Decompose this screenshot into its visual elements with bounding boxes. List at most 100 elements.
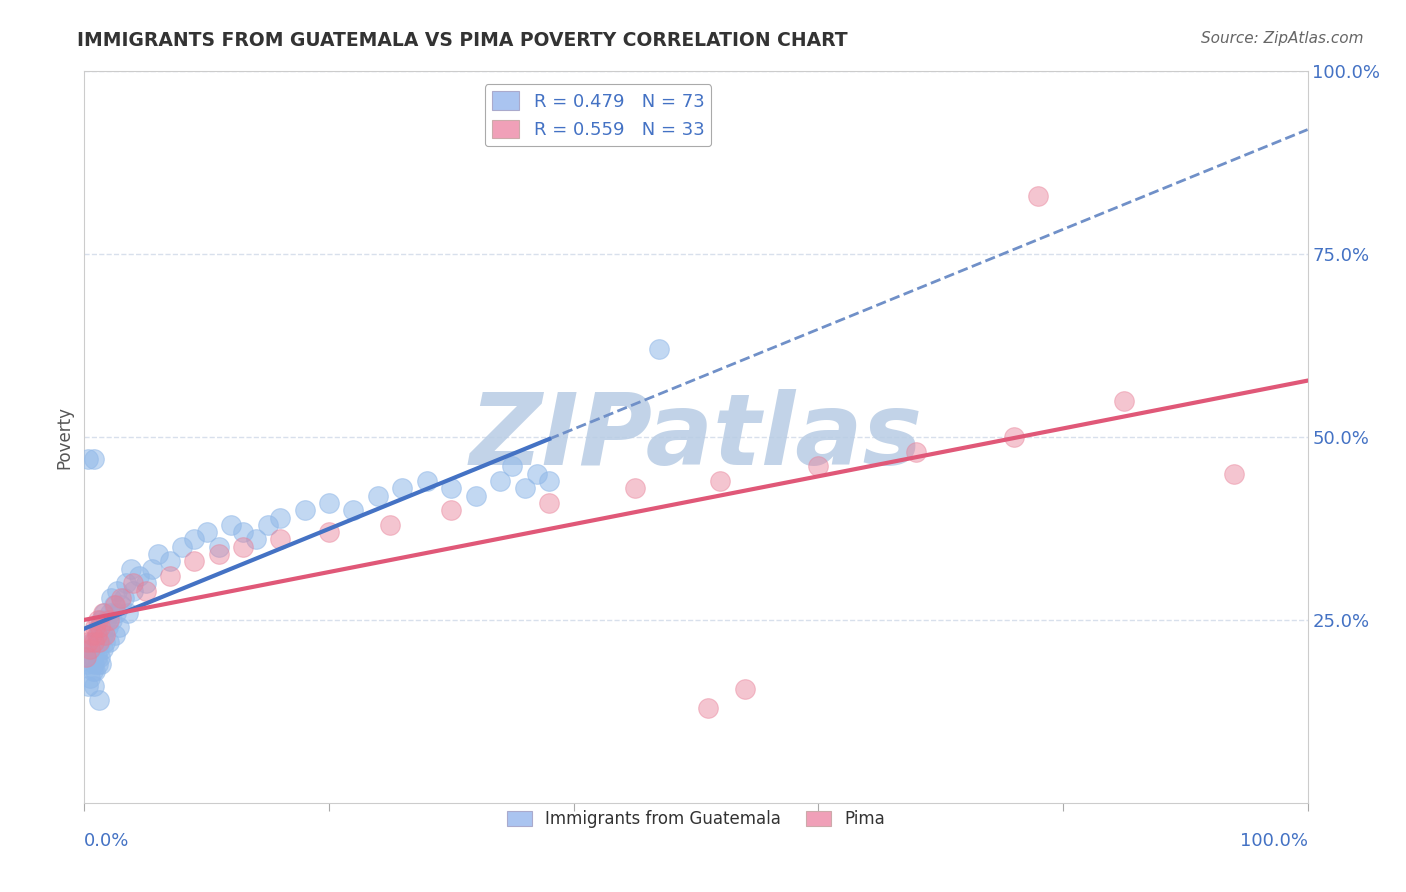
Point <box>77 679 100 693</box>
Point <box>77 452 100 467</box>
Point <box>93 606 115 620</box>
Point <box>97 635 120 649</box>
Point <box>141 562 163 576</box>
Point <box>84 642 107 657</box>
Point <box>464 489 486 503</box>
Point <box>84 664 107 678</box>
Point <box>905 444 928 458</box>
Point <box>1114 393 1136 408</box>
Point <box>440 481 463 495</box>
Point <box>104 627 127 641</box>
Point <box>135 583 157 598</box>
Point <box>83 452 105 467</box>
Point <box>440 503 463 517</box>
Point <box>172 540 194 554</box>
Point <box>807 459 830 474</box>
Point <box>97 613 120 627</box>
Text: Source: ZipAtlas.com: Source: ZipAtlas.com <box>1201 31 1364 46</box>
Point <box>380 517 402 532</box>
Point <box>77 649 100 664</box>
Point <box>91 642 114 657</box>
Y-axis label: Poverty: Poverty <box>55 406 73 468</box>
Point <box>83 657 105 671</box>
Point <box>91 606 114 620</box>
Point <box>159 554 181 568</box>
Point <box>110 599 132 613</box>
Point <box>367 489 389 503</box>
Point <box>624 481 647 495</box>
Point <box>183 554 205 568</box>
Point <box>146 547 169 561</box>
Point <box>318 496 340 510</box>
Point <box>159 569 181 583</box>
Point <box>245 533 267 547</box>
Point <box>77 635 100 649</box>
Point <box>82 664 104 678</box>
Point <box>87 613 110 627</box>
Point <box>117 606 139 620</box>
Point <box>232 525 254 540</box>
Point <box>538 496 561 510</box>
Point <box>98 606 121 620</box>
Point <box>90 613 112 627</box>
Point <box>269 510 291 524</box>
Point <box>648 343 671 357</box>
Point <box>87 635 110 649</box>
Point <box>79 642 101 657</box>
Text: 100.0%: 100.0% <box>1240 832 1308 850</box>
Point <box>87 657 110 671</box>
Point <box>94 635 117 649</box>
Point <box>89 635 111 649</box>
Point <box>94 627 117 641</box>
Point <box>86 649 108 664</box>
Point <box>80 642 103 657</box>
Point <box>697 700 720 714</box>
Legend: Immigrants from Guatemala, Pima: Immigrants from Guatemala, Pima <box>501 804 891 835</box>
Point <box>128 569 150 583</box>
Point <box>83 635 105 649</box>
Point <box>87 693 110 707</box>
Point <box>709 474 731 488</box>
Point <box>257 517 280 532</box>
Point <box>526 467 548 481</box>
Point <box>318 525 340 540</box>
Point <box>75 649 97 664</box>
Point <box>110 591 132 605</box>
Point <box>89 649 111 664</box>
Point <box>513 481 536 495</box>
Point <box>97 620 120 634</box>
Point <box>107 620 129 634</box>
Point <box>104 599 127 613</box>
Point <box>80 635 103 649</box>
Point <box>105 583 128 598</box>
Point <box>82 649 104 664</box>
Point <box>342 503 364 517</box>
Point <box>80 627 103 641</box>
Point <box>87 620 110 634</box>
Point <box>105 606 128 620</box>
Point <box>269 533 291 547</box>
Point <box>1002 430 1025 444</box>
Point <box>90 657 112 671</box>
Point <box>112 591 135 605</box>
Point <box>79 672 101 686</box>
Point <box>195 525 218 540</box>
Point <box>91 627 114 641</box>
Point <box>115 576 138 591</box>
Point <box>232 540 254 554</box>
Point <box>391 481 413 495</box>
Point <box>120 562 142 576</box>
Point <box>208 540 231 554</box>
Point <box>183 533 205 547</box>
Point <box>734 682 756 697</box>
Point <box>89 620 111 634</box>
Point <box>76 657 98 671</box>
Point <box>208 547 231 561</box>
Point <box>219 517 242 532</box>
Point <box>502 459 524 474</box>
Point <box>100 591 122 605</box>
Point <box>101 613 124 627</box>
Point <box>416 474 439 488</box>
Point <box>96 613 118 627</box>
Text: ZIPatlas: ZIPatlas <box>470 389 922 485</box>
